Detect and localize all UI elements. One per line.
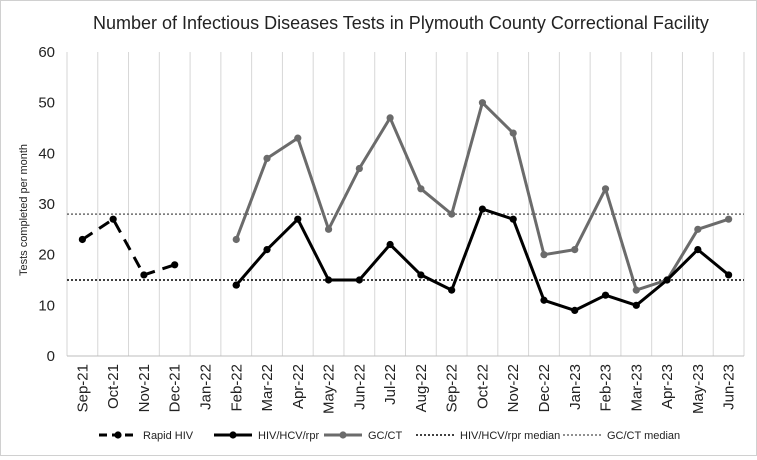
- data-point: [355, 164, 363, 173]
- legend-label: HIV/HCV/rpr: [258, 430, 319, 442]
- y-tick-label: 30: [38, 196, 55, 213]
- data-point: [263, 154, 271, 162]
- data-point: [725, 271, 733, 279]
- x-tick-label: Feb-22: [228, 364, 245, 412]
- data-point: [417, 185, 425, 193]
- x-tick-label: Nov-21: [136, 364, 153, 412]
- x-tick-label: Feb-23: [598, 364, 615, 412]
- x-tick-label: Oct-22: [474, 364, 491, 409]
- data-point: [417, 271, 425, 279]
- data-point: [601, 291, 610, 299]
- data-point: [263, 246, 271, 254]
- data-point: [294, 134, 302, 142]
- x-tick-label: Jan-23: [567, 364, 584, 410]
- x-tick-label: Apr-23: [659, 364, 676, 409]
- data-point: [78, 235, 86, 244]
- x-tick-label: Dec-21: [167, 364, 184, 412]
- x-tick-label: Apr-22: [290, 364, 307, 409]
- legend: Rapid HIV HIV/HCV/rpr GC/CT HIV/HCV/rpr med…: [99, 430, 680, 442]
- x-tick-label: Jun-22: [351, 364, 368, 410]
- x-tick-label: Jul-22: [382, 364, 399, 405]
- data-point: [232, 281, 240, 289]
- legend-label: HIV/HCV/rpr median: [460, 430, 560, 442]
- y-tick-label: 50: [38, 95, 55, 112]
- data-point: [663, 276, 671, 284]
- x-tick-label: Sep-22: [444, 364, 461, 412]
- median-lines: [67, 213, 744, 281]
- data-point: [448, 210, 456, 218]
- data-point: [232, 235, 240, 244]
- x-tick-label: Jun-23: [721, 364, 738, 410]
- data-point: [509, 215, 517, 223]
- data-point: [725, 215, 733, 223]
- legend-label: GC/CT median: [607, 430, 680, 442]
- legend-label: GC/CT: [368, 430, 403, 442]
- y-tick-label: 40: [38, 145, 55, 162]
- data-point: [540, 251, 548, 259]
- data-point: [324, 276, 333, 284]
- series-line: [235, 207, 730, 312]
- data-point: [540, 296, 548, 304]
- data-point: [171, 261, 179, 269]
- data-point: [478, 205, 487, 213]
- y-tick-label: 60: [38, 44, 55, 61]
- x-tick-label: Dec-22: [536, 364, 553, 412]
- y-axis-label: Tests completed per month: [18, 144, 30, 276]
- legend-marker: [339, 431, 347, 439]
- x-tick-label: Jan-22: [197, 364, 214, 410]
- data-point: [478, 99, 487, 107]
- x-tick-label: May-22: [321, 364, 338, 414]
- y-tick-labels: 0 10 20 30 40 50 60: [38, 44, 55, 365]
- data-point: [509, 129, 517, 137]
- data-point: [324, 225, 333, 233]
- data-point: [140, 271, 148, 279]
- legend-label: Rapid HIV: [143, 430, 194, 442]
- data-point: [571, 306, 579, 314]
- data-point: [632, 286, 640, 294]
- data-point: [632, 301, 640, 309]
- x-tick-label: Mar-23: [628, 364, 645, 412]
- x-tick-label: Aug-22: [413, 364, 430, 412]
- data-point: [109, 215, 117, 223]
- series-lines: [78, 99, 733, 314]
- data-point: [571, 246, 579, 254]
- chart-title: Number of Infectious Diseases Tests in P…: [93, 13, 709, 33]
- data-point: [294, 215, 302, 223]
- x-tick-label: Mar-22: [259, 364, 276, 412]
- grid-lines: [66, 52, 745, 357]
- x-tick-label: May-23: [690, 364, 707, 414]
- y-tick-label: 20: [38, 247, 55, 264]
- x-tick-label: Oct-21: [105, 364, 122, 409]
- data-point: [386, 240, 394, 249]
- series-line: [234, 101, 730, 292]
- data-point: [355, 276, 363, 284]
- data-point: [448, 286, 456, 294]
- x-tick-label: Nov-22: [505, 364, 522, 412]
- y-tick-label: 0: [47, 348, 55, 365]
- legend-marker: [229, 431, 237, 439]
- data-point: [694, 246, 702, 254]
- x-tick-label: Sep-21: [74, 364, 91, 412]
- legend-marker: [114, 431, 122, 439]
- data-point: [601, 185, 610, 193]
- y-tick-label: 10: [38, 297, 55, 314]
- data-point: [694, 225, 702, 233]
- x-tick-labels: Sep-21 Oct-21 Nov-21 Dec-21 Jan-22 Feb-22 Mar-…: [74, 364, 737, 414]
- data-point: [386, 114, 394, 122]
